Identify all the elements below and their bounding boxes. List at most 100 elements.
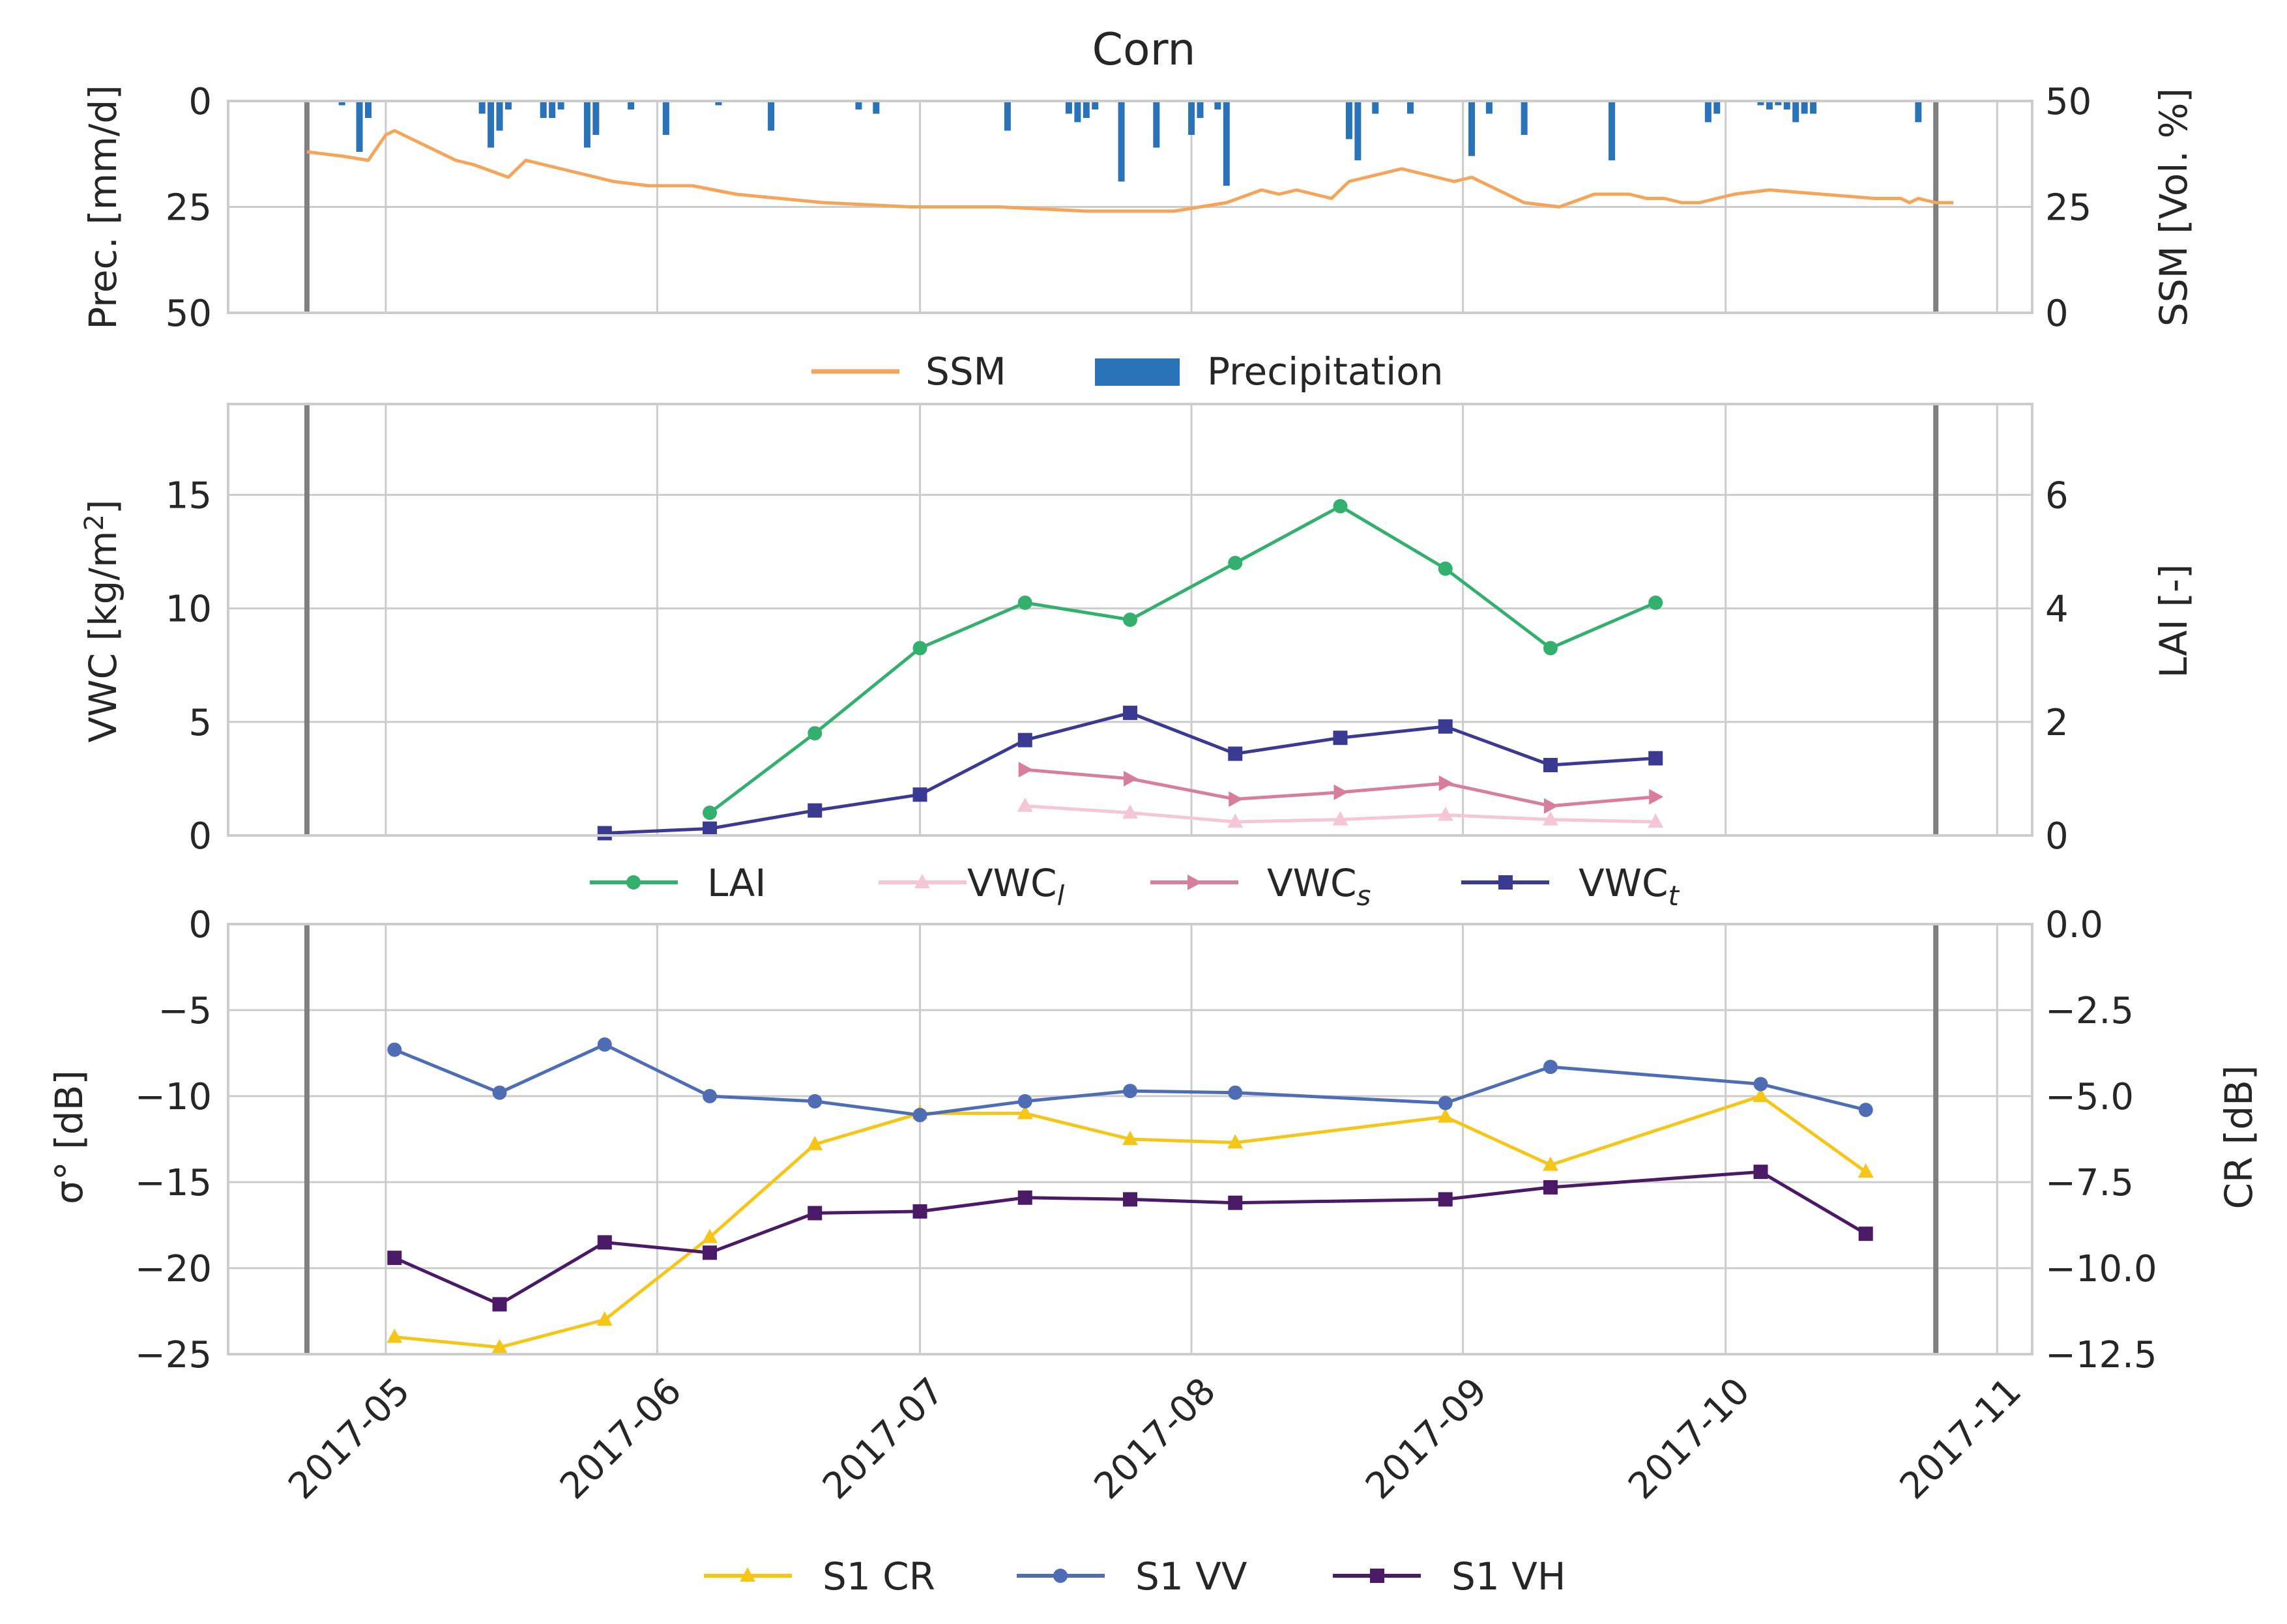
middle-vwct-point: [703, 821, 718, 836]
legend-vwc-s-sub: s: [1357, 880, 1371, 912]
precipitation-bar: [1801, 101, 1808, 114]
precipitation-bar: [496, 101, 503, 131]
middle-left-tick-label: 10: [166, 588, 212, 631]
bottom-left-tick-label: −5: [158, 990, 212, 1032]
bottom-right-tick-label: −2.5: [2045, 990, 2134, 1032]
middle-left-axis-label-sup: 2: [80, 514, 109, 530]
precipitation-bar: [1485, 101, 1493, 114]
bottom-s1-vh-point: [492, 1297, 507, 1312]
precipitation-bar: [478, 101, 486, 114]
bottom-right-tick-label: 0.0: [2045, 904, 2103, 946]
legend-vwc-l-marker: [914, 874, 930, 888]
top-ssm-line: [306, 129, 1954, 213]
top-right-axis-label: SSM [Vol. %]: [2151, 88, 2196, 326]
legend-vwc-t-base: VWC: [1579, 861, 1668, 905]
middle-lai-point: [1333, 499, 1348, 514]
middle-right-tick-label: 0: [2045, 815, 2069, 858]
middle-left-tick-label: 5: [188, 702, 212, 744]
precipitation-bar: [1092, 101, 1099, 109]
bottom-s1-vh-point: [1228, 1195, 1243, 1210]
middle-vwcs-point: [1124, 770, 1138, 787]
precipitation-bar: [873, 101, 880, 114]
precipitation-bar: [592, 101, 600, 135]
middle-vwcs-point: [1229, 791, 1244, 807]
legend-lai-label: LAI: [707, 861, 766, 905]
legend-lai-marker: [626, 875, 641, 890]
middle-left-axis-label-end: ]: [81, 499, 125, 514]
middle-lai-point: [1648, 595, 1663, 610]
bottom-s1-vh-point: [1017, 1190, 1032, 1205]
legend-s1-vh-marker: [1370, 1569, 1384, 1583]
legend-vwc-t-sub: t: [1668, 880, 1680, 912]
precipitation-bar: [1783, 101, 1790, 109]
middle-right-axis-label: LAI [-]: [2151, 564, 2196, 678]
bottom-left-tick-label: −10: [135, 1076, 212, 1118]
middle-plot-frame: [227, 403, 2033, 837]
middle-vwcl-point: [1122, 804, 1138, 819]
bottom-s1-vh-point: [912, 1204, 927, 1219]
top-right-tick-label: 50: [2045, 81, 2091, 123]
precipitation-bar: [504, 101, 512, 109]
precipitation-bar: [1065, 101, 1072, 114]
bottom-right-tick-label: −12.5: [2045, 1334, 2157, 1376]
bottom-s1-cr-point: [1857, 1163, 1874, 1178]
top-left-tick-label: 0: [188, 81, 212, 123]
precipitation-bar: [583, 101, 590, 148]
legend-precipitation-swatch: [1095, 358, 1180, 386]
bottom-left-tick-label: −15: [135, 1162, 212, 1204]
legend-vwc-l-label: VWCl: [967, 861, 1065, 912]
precipitation-bar: [1214, 101, 1221, 109]
middle-vwcl-point: [1332, 811, 1348, 826]
legend-s1-vh-label: S1 VH: [1451, 1554, 1566, 1599]
bottom-s1-cr-point: [596, 1311, 613, 1326]
bottom-s1-cr-point: [1542, 1156, 1558, 1171]
bottom-s1-vh-point: [1543, 1180, 1558, 1195]
precipitation-bar: [1118, 101, 1125, 182]
middle-vwcs-point: [1018, 761, 1033, 777]
top-left-axis-label: Prec. [mm/d]: [81, 85, 125, 330]
middle-lai-point: [1543, 641, 1558, 656]
bottom-s1-vh-point: [1123, 1192, 1137, 1207]
precipitation-bar: [1074, 101, 1081, 123]
middle-vwcs-point: [1649, 789, 1664, 805]
bottom-s1-vv-point: [808, 1094, 823, 1109]
middle-vwcl-point: [1017, 797, 1033, 812]
bottom-s1-vv-point: [1858, 1103, 1873, 1118]
middle-vwcs-point: [1333, 784, 1348, 800]
bottom-right-tick-label: −7.5: [2045, 1162, 2134, 1204]
precipitation-bar: [768, 101, 775, 131]
bottom-s1-vv-point: [1017, 1094, 1032, 1109]
bottom-s1-cr-point: [386, 1328, 403, 1343]
precipitation-bar: [1915, 101, 1922, 123]
bottom-s1-vv-point: [703, 1089, 718, 1103]
legend-middle: LAI VWCl VWCs VWCt: [590, 861, 1680, 912]
legend-bottom: S1 CR S1 VV S1 VH: [704, 1554, 1566, 1599]
middle-vwct-point: [808, 803, 823, 818]
precipitation-bar: [1153, 101, 1160, 148]
precipitation-bar: [1792, 101, 1799, 123]
bottom-left-tick-label: 0: [188, 904, 212, 946]
middle-left-tick-label: 0: [188, 815, 212, 858]
precipitation-bar: [1188, 101, 1195, 135]
legend-top: SSM Precipitation: [811, 349, 1444, 394]
middle-vwct-point: [1333, 731, 1348, 746]
legend-vwc-s-label: VWCs: [1267, 861, 1371, 912]
middle-vwct-point: [1228, 746, 1243, 761]
precipitation-bar: [1004, 101, 1011, 131]
precipitation-bar: [1609, 101, 1616, 160]
top-left-tick-label: 25: [166, 187, 212, 229]
top-plot-frame: [227, 100, 2033, 314]
precipitation-bar: [1521, 101, 1528, 135]
bottom-s1-vv-point: [492, 1085, 507, 1100]
bottom-right-axis-label: CR [dB]: [2217, 1065, 2261, 1209]
middle-vwct-point: [1648, 751, 1663, 766]
legend-s1-cr-label: S1 CR: [823, 1554, 935, 1599]
middle-lai-point: [912, 641, 927, 656]
middle-left-tick-label: 15: [166, 474, 212, 517]
legend-vwc-l-sub: l: [1057, 880, 1065, 912]
panel-precipitation-ssm: 0 25 50 50 25 0: [166, 81, 2092, 335]
middle-vwct-point: [1438, 719, 1453, 734]
precipitation-bar: [1810, 101, 1817, 114]
